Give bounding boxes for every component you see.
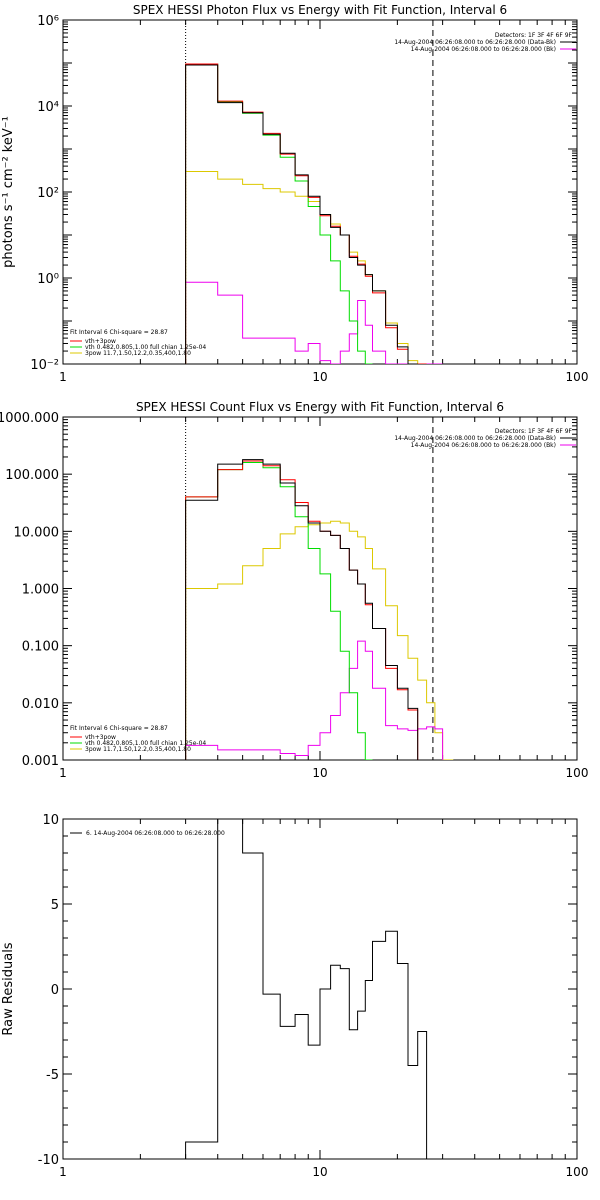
count-fit-line-1: vth+3pow — [85, 734, 116, 741]
count-y-tick-label: 100.000 — [5, 468, 59, 483]
photon-y-tick-label: 10⁶ — [37, 14, 59, 29]
resid-y-tick-label: -5 — [46, 1068, 59, 1083]
resid-y-tick-label: 0 — [51, 983, 59, 998]
photon-series-bk — [185, 281, 443, 364]
photon-fit-line-3: 3pow 11.7,1.50,12.2,0.35,400,1.80 — [85, 350, 191, 357]
count-legend-line-2: 14-Aug-2004 06:26:08.000 to 06:26:28.000… — [411, 442, 556, 449]
resid-x-tick-label: 1 — [59, 1165, 67, 1179]
count-detectors-label: Detectors: 1F 3F 4F 6F 9F — [495, 428, 573, 435]
photon-series-vth-3pow — [185, 63, 427, 364]
count-y-tick-label: 1000.000 — [0, 411, 59, 426]
photon-legend-line-2: 14-Aug-2004 06:26:08.000 to 06:26:28.000… — [411, 46, 556, 53]
count-flux-panel: SPEX HESSI Count Flux vs Energy with Fit… — [0, 400, 588, 780]
count-plot-frame — [62, 416, 578, 761]
photon-y-axis-label: photons s⁻¹ cm⁻² keV⁻¹ — [1, 116, 16, 268]
photon-x-tick-label: 10 — [312, 370, 327, 384]
photon-y-tick-label: 10⁴ — [37, 100, 59, 115]
count-fit-line-2: vth 0.482,0.805,1.00 full chian 1.25e-04 — [85, 740, 206, 747]
count-x-tick-label: 10 — [312, 766, 327, 780]
photon-legend-line-1: 14-Aug-2004 06:26:08.000 to 06:26:28.000… — [394, 39, 556, 46]
count-y-tick-label: 1.000 — [22, 583, 59, 598]
resid-y-axis-label: Raw Residuals — [1, 942, 16, 1035]
residuals-panel: Raw Residuals 6. 14-Aug-2004 06:26:08.00… — [1, 813, 588, 1179]
count-fit-line-3: 3pow 11.7,1.50,12.2,0.35,400,1.80 — [85, 746, 191, 753]
photon-panel-title: SPEX HESSI Photon Flux vs Energy with Fi… — [133, 3, 507, 17]
photon-fit-line-1: vth+3pow — [85, 338, 116, 345]
photon-y-tick-label: 10⁻² — [30, 358, 59, 373]
count-y-tick-label: 0.010 — [22, 697, 59, 712]
resid-y-tick-label: -10 — [38, 1153, 59, 1168]
resid-x-tick-label: 100 — [566, 1165, 589, 1179]
photon-fit-title: Fit Interval 6 Chi-square = 28.87 — [70, 329, 168, 336]
count-y-tick-label: 0.100 — [22, 640, 59, 655]
count-y-tick-label: 10.000 — [14, 525, 60, 540]
count-legend-line-1: 14-Aug-2004 06:26:08.000 to 06:26:28.000… — [394, 435, 556, 442]
photon-series-data-bk — [185, 64, 418, 364]
count-series-3pow — [185, 520, 454, 760]
photon-flux-panel: SPEX HESSI Photon Flux vs Energy with Fi… — [1, 3, 588, 384]
photon-x-tick-label: 1 — [59, 370, 67, 384]
photon-y-tick-label: 10² — [37, 186, 59, 201]
count-series-data-bk — [185, 459, 419, 760]
photon-series-3pow — [185, 171, 443, 364]
resid-series-6-14-aug-2004-06-26-08-000-to-06-26-28-000 — [185, 819, 435, 1159]
photon-fit-line-2: vth 0.482,0.805,1.00 full chian 1.25e-04 — [85, 344, 206, 351]
photon-x-tick-label: 100 — [566, 370, 589, 384]
photon-plot-frame — [62, 19, 578, 365]
count-fit-title: Fit Interval 6 Chi-square = 28.87 — [70, 725, 168, 732]
photon-series-vth — [185, 63, 373, 364]
resid-y-tick-label: 5 — [51, 898, 59, 913]
count-x-tick-label: 100 — [566, 766, 589, 780]
count-x-tick-label: 1 — [59, 766, 67, 780]
count-series-bk — [185, 640, 444, 760]
count-series-vth — [185, 462, 373, 760]
count-panel-title: SPEX HESSI Count Flux vs Energy with Fit… — [136, 400, 504, 414]
photon-detectors-label: Detectors: 1F 3F 4F 6F 9F — [495, 32, 573, 39]
resid-y-tick-label: 10 — [42, 813, 59, 828]
resid-legend-label: 6. 14-Aug-2004 06:26:08.000 to 06:26:28.… — [86, 830, 225, 837]
resid-x-tick-label: 10 — [312, 1165, 327, 1179]
photon-y-tick-label: 10⁰ — [37, 272, 59, 287]
count-y-tick-label: 0.001 — [22, 754, 59, 769]
